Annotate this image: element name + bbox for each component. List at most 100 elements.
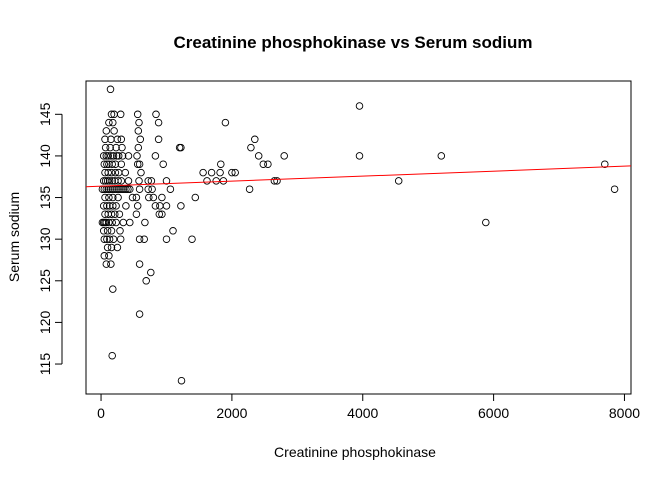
data-point: [145, 193, 153, 202]
data-point: [105, 177, 114, 185]
data-point: [134, 143, 143, 152]
data-point: [135, 310, 144, 318]
data-point: [109, 202, 117, 210]
data-point: [482, 218, 490, 227]
data-point: [124, 185, 132, 193]
data-point: [106, 85, 115, 94]
data-point: [107, 260, 115, 268]
data-point: [135, 177, 143, 185]
data-point: [109, 235, 118, 243]
data-point: [114, 193, 122, 202]
data-point: [245, 185, 254, 193]
data-point: [118, 185, 126, 193]
data-point: [105, 235, 114, 243]
data-point: [203, 177, 211, 185]
data-point: [124, 177, 133, 185]
data-point: [117, 135, 126, 144]
data-point: [109, 285, 117, 293]
data-point: [273, 177, 281, 185]
data-point: [610, 185, 619, 193]
data-point: [144, 185, 152, 193]
data-point: [151, 152, 160, 160]
data-point: [141, 218, 149, 227]
data-point: [158, 210, 166, 218]
data-point: [116, 110, 125, 119]
data-point: [191, 193, 200, 202]
data-point: [199, 168, 207, 177]
x-tick-label: 4000: [347, 405, 378, 421]
data-point: [133, 160, 142, 168]
data-point: [109, 118, 117, 127]
y-tick-label: 120: [37, 311, 53, 335]
data-point: [113, 152, 121, 160]
data-point: [103, 202, 111, 210]
data-point: [102, 152, 111, 160]
data-point: [108, 218, 116, 227]
data-point: [259, 160, 268, 168]
data-point: [112, 143, 120, 152]
data-point: [111, 168, 120, 177]
data-point: [116, 227, 124, 235]
y-tick-label: 140: [37, 144, 53, 168]
data-point: [112, 202, 120, 210]
data-point: [355, 152, 364, 160]
data-point: [177, 143, 185, 152]
data-point: [104, 152, 112, 160]
data-point: [101, 193, 109, 202]
data-point: [103, 177, 112, 185]
data-point: [118, 143, 126, 152]
data-point: [137, 168, 145, 177]
data-point: [156, 202, 164, 210]
data-point: [140, 235, 148, 243]
data-point: [177, 376, 186, 385]
data-point: [437, 152, 446, 160]
data-point: [162, 202, 171, 210]
data-point: [105, 193, 113, 202]
data-point: [109, 152, 118, 160]
x-tick-label: 6000: [478, 405, 509, 421]
data-point: [148, 185, 156, 193]
x-axis: 0 2000 4000 6000 8000: [97, 393, 640, 421]
data-point: [216, 168, 224, 177]
data-point: [394, 177, 403, 185]
data-point: [100, 252, 109, 260]
y-axis: 115 120 125 130 135 140 145: [37, 102, 63, 375]
data-point: [104, 168, 112, 177]
data-point: [114, 152, 123, 160]
data-point: [134, 127, 143, 135]
data-point: [217, 160, 225, 168]
data-point: [135, 160, 144, 168]
data-point: [99, 177, 108, 185]
data-point: [121, 168, 130, 177]
data-point: [135, 118, 143, 127]
data-point: [100, 160, 109, 168]
data-point: [155, 210, 164, 218]
data-point: [122, 202, 130, 210]
data-point: [254, 152, 263, 160]
data-point: [152, 110, 160, 119]
data-point: [101, 143, 110, 152]
data-point: [99, 152, 108, 160]
y-tick-label: 130: [37, 227, 53, 251]
data-point: [280, 152, 288, 160]
data-point: [120, 185, 128, 193]
data-point: [142, 277, 150, 285]
data-point: [135, 185, 144, 193]
data-point: [102, 127, 111, 135]
data-point: [132, 193, 141, 202]
data-point: [116, 235, 125, 243]
data-point: [162, 235, 171, 243]
data-point: [149, 193, 158, 202]
data-point: [109, 193, 117, 202]
data-point: [108, 160, 116, 168]
data-point: [151, 202, 160, 210]
data-point: [107, 243, 116, 252]
data-point: [105, 118, 113, 127]
data-point: [102, 218, 111, 227]
data-point: [108, 351, 116, 360]
data-point: [154, 118, 163, 127]
data-point: [101, 135, 109, 144]
data-point: [107, 227, 116, 235]
data-point: [251, 135, 259, 144]
data-point: [118, 152, 127, 160]
